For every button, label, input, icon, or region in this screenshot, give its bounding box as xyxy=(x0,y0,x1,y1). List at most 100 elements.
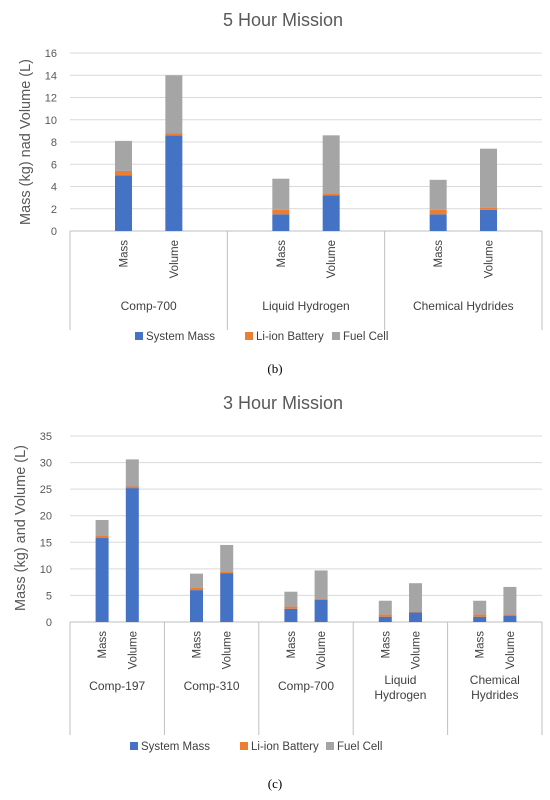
x-category-label: Volume xyxy=(484,240,496,278)
x-group-label: Chemical Hydrides xyxy=(470,673,520,702)
y-tick-label: 10 xyxy=(40,564,52,576)
legend-swatch-fuel-cell xyxy=(332,332,340,340)
bar-segment-li-ion-battery xyxy=(284,606,298,609)
bar-segment-system-mass xyxy=(272,214,290,231)
bar-segment-system-mass xyxy=(314,599,328,622)
bar-segment-system-mass xyxy=(189,590,203,622)
y-tick-label: 6 xyxy=(51,159,57,171)
y-tick-label: 10 xyxy=(45,115,57,127)
bar-segment-system-mass xyxy=(473,616,487,622)
bar-segment-system-mass xyxy=(114,175,132,231)
legend-label-fuel-cell: Fuel Cell xyxy=(343,331,388,343)
bar-segment-fuel-cell xyxy=(189,573,203,588)
bar-segment-system-mass xyxy=(480,209,498,231)
y-axis-label: Mass (kg) nad Volume (L) xyxy=(18,59,34,225)
y-tick-label: 12 xyxy=(45,93,57,105)
bar-segment-system-mass xyxy=(284,608,298,622)
bar-segment-li-ion-battery xyxy=(473,614,487,617)
bar-segment-li-ion-battery xyxy=(95,535,109,539)
x-category-label: Volume xyxy=(169,240,181,278)
legend-label-fuel-cell: Fuel Cell xyxy=(337,741,382,753)
legend-swatch-system-mass xyxy=(130,742,138,750)
x-group-label: Comp-197 xyxy=(89,679,145,693)
bar-segment-li-ion-battery xyxy=(125,486,139,489)
x-group-label: Comp-700 xyxy=(278,679,334,693)
bar-segment-system-mass xyxy=(322,195,340,231)
x-group-label: Comp-310 xyxy=(184,679,240,693)
x-category-label: Volume xyxy=(316,631,328,669)
bar-segment-fuel-cell xyxy=(503,586,517,615)
x-group-label: Liquid Hydrogen xyxy=(262,299,349,313)
y-tick-label: 5 xyxy=(46,590,52,602)
legend-label-li-ion-battery: Li-ion Battery xyxy=(256,331,324,343)
x-group-label: Chemical Hydrides xyxy=(413,299,514,313)
y-tick-label: 8 xyxy=(51,137,57,149)
bar-segment-li-ion-battery xyxy=(480,207,498,210)
bar-segment-fuel-cell xyxy=(272,178,290,210)
y-tick-label: 2 xyxy=(51,204,57,216)
x-category-label: Volume xyxy=(127,631,139,669)
figure-caption: (c) xyxy=(268,776,282,791)
bar-segment-li-ion-battery xyxy=(165,133,183,136)
x-category-label: Mass xyxy=(191,631,203,659)
y-tick-label: 14 xyxy=(45,70,57,82)
bar-segment-fuel-cell xyxy=(409,583,423,612)
bar-segment-fuel-cell xyxy=(125,459,139,487)
bar-segment-system-mass xyxy=(429,214,447,231)
y-tick-label: 35 xyxy=(40,431,52,443)
x-category-label: Mass xyxy=(286,631,298,659)
bar-segment-system-mass xyxy=(409,612,423,622)
y-axis-label: Mass (kg) and Volume (L) xyxy=(13,445,29,611)
bar-segment-system-mass xyxy=(378,616,392,622)
bar-segment-li-ion-battery xyxy=(503,614,517,616)
bar-segment-fuel-cell xyxy=(314,570,328,599)
x-category-label: Mass xyxy=(276,240,288,268)
y-tick-label: 15 xyxy=(40,537,52,549)
x-category-label: Volume xyxy=(505,631,517,669)
x-category-label: Mass xyxy=(433,240,445,268)
y-tick-label: 0 xyxy=(46,617,52,629)
x-group-label: Liquid Hydrogen xyxy=(374,673,426,702)
y-tick-label: 20 xyxy=(40,511,52,523)
figure-caption: (b) xyxy=(267,361,282,376)
bar-segment-li-ion-battery xyxy=(114,170,132,176)
bar-segment-fuel-cell xyxy=(378,600,392,615)
y-tick-label: 0 xyxy=(51,226,57,238)
bar-segment-fuel-cell xyxy=(165,75,183,134)
x-category-label: Mass xyxy=(97,631,109,659)
bar-segment-li-ion-battery xyxy=(378,614,392,617)
x-category-label: Mass xyxy=(475,631,487,659)
legend-label-li-ion-battery: Li-ion Battery xyxy=(251,741,319,753)
bar-segment-li-ion-battery xyxy=(314,598,328,600)
y-tick-label: 16 xyxy=(45,48,57,60)
bar-segment-system-mass xyxy=(165,135,183,231)
y-tick-label: 25 xyxy=(40,484,52,496)
bar-segment-li-ion-battery xyxy=(322,193,340,196)
bar-segment-fuel-cell xyxy=(429,179,447,210)
legend: System Mass Li-ion Battery Fuel Cell xyxy=(135,331,388,343)
bar-segment-fuel-cell xyxy=(220,544,234,573)
bar-segment-li-ion-battery xyxy=(409,611,423,613)
bar-segment-fuel-cell xyxy=(480,148,498,208)
bar-segment-fuel-cell xyxy=(114,140,132,171)
bar-segment-li-ion-battery xyxy=(429,209,447,215)
plot-area: 0 2 4 6 8 10 12 14 16 Mass Volume Comp-700 Mass Volum… xyxy=(45,48,543,330)
bar-segment-fuel-cell xyxy=(473,600,487,615)
chart-3-hour-mission: 3 Hour Mission Mass (kg) and Volume (L) … xyxy=(13,393,543,791)
chart-title: 5 Hour Mission xyxy=(223,10,343,30)
bar-segment-system-mass xyxy=(125,488,139,622)
bar-segment-fuel-cell xyxy=(95,519,109,536)
bar-segment-li-ion-battery xyxy=(220,572,234,574)
x-group-label: Comp-700 xyxy=(121,299,177,313)
x-category-label: Mass xyxy=(380,631,392,659)
x-category-label: Volume xyxy=(326,240,338,278)
bar-segment-fuel-cell xyxy=(322,135,340,194)
x-category-label: Mass xyxy=(118,240,130,268)
legend-swatch-system-mass xyxy=(135,332,143,340)
bar-segment-system-mass xyxy=(220,573,234,622)
legend: System Mass Li-ion Battery Fuel Cell xyxy=(130,741,382,753)
x-category-label: Volume xyxy=(411,631,423,669)
legend-swatch-li-ion-battery xyxy=(240,742,248,750)
legend-swatch-fuel-cell xyxy=(326,742,334,750)
